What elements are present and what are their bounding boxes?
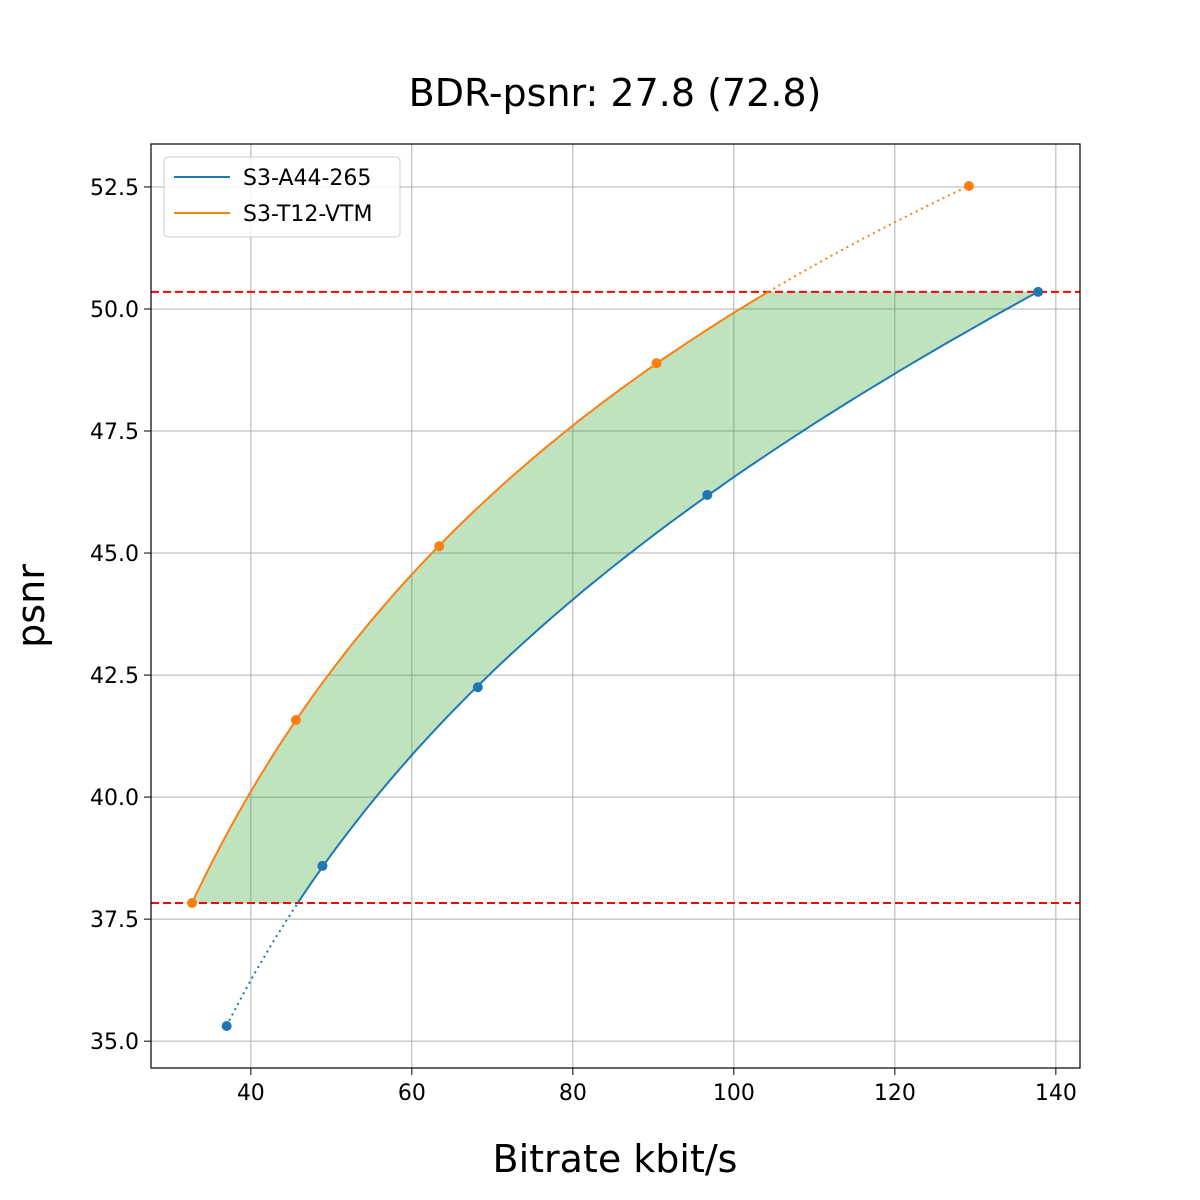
x-tick-label: 80	[559, 1081, 587, 1106]
legend: S3-A44-265 S3-T12-VTM	[163, 156, 401, 238]
legend-label: S3-A44-265	[243, 166, 371, 191]
y-tick-label: 47.5	[90, 420, 139, 445]
data-point	[472, 682, 483, 693]
x-tick-label: 40	[237, 1081, 265, 1106]
data-point	[702, 489, 713, 500]
data-point	[1033, 286, 1044, 297]
bdr-fill	[192, 291, 1038, 903]
series	[187, 180, 1044, 1032]
y-tick-label: 37.5	[90, 908, 139, 933]
legend-label: S3-T12-VTM	[243, 202, 372, 227]
grid	[151, 144, 1080, 1068]
reference-lines	[151, 290, 1080, 905]
y-tick-label: 35.0	[90, 1030, 139, 1055]
data-point	[434, 541, 445, 552]
y-tick-label: 45.0	[90, 542, 139, 567]
x-axis-label: Bitrate kbit/s	[493, 1137, 738, 1181]
data-point	[187, 898, 198, 909]
data-point	[221, 1021, 232, 1032]
x-tick-label: 140	[1035, 1081, 1077, 1106]
series-line	[296, 291, 1039, 904]
x-tick-label: 60	[398, 1081, 426, 1106]
data-point	[963, 180, 974, 191]
x-tick-label: 120	[874, 1081, 916, 1106]
y-tick-label: 40.0	[90, 786, 139, 811]
y-tick-label: 42.5	[90, 664, 139, 689]
data-point	[290, 714, 301, 725]
y-tick-label: 52.5	[90, 176, 139, 201]
series-extrapolation	[767, 185, 970, 293]
series-extrapolation	[225, 902, 299, 1027]
data-point	[317, 860, 328, 871]
y-axis-label: psnr	[9, 564, 53, 648]
series-line	[191, 291, 769, 904]
plot-frame	[150, 143, 1081, 1069]
x-tick-label: 100	[713, 1081, 755, 1106]
y-tick-label: 50.0	[90, 298, 139, 323]
chart-title: BDR-psnr: 27.8 (72.8)	[409, 71, 822, 115]
data-point	[651, 358, 662, 369]
fill-area	[192, 291, 1038, 903]
ticks: 40 60 80 100 120 140 35.0 37.5 40.0 42.5 45.0 47.5 5…	[90, 176, 1077, 1106]
